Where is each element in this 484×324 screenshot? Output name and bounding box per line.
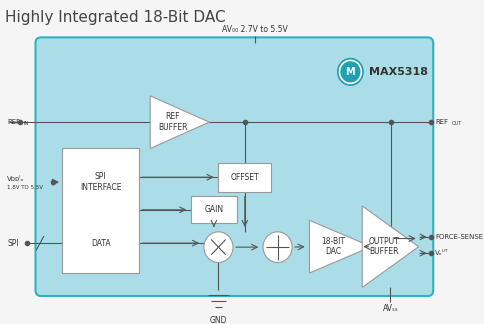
Text: SPI: SPI — [7, 239, 19, 248]
Text: GND: GND — [210, 316, 227, 324]
Text: M: M — [346, 67, 355, 77]
Text: AV₀₀ 2.7V to 5.5V: AV₀₀ 2.7V to 5.5V — [222, 26, 287, 34]
Text: Highly Integrated 18-Bit DAC: Highly Integrated 18-Bit DAC — [5, 10, 226, 25]
Text: REF: REF — [435, 119, 448, 125]
Circle shape — [263, 232, 292, 262]
Text: MAX5318: MAX5318 — [369, 67, 428, 77]
FancyBboxPatch shape — [62, 148, 139, 273]
Text: DATA: DATA — [91, 239, 110, 248]
Text: 1.8V TO 5.5V: 1.8V TO 5.5V — [7, 185, 43, 191]
Text: IN: IN — [24, 121, 29, 126]
Text: FORCE-SENSE: FORCE-SENSE — [435, 234, 483, 240]
Text: OUTPUT
BUFFER: OUTPUT BUFFER — [368, 237, 399, 256]
FancyBboxPatch shape — [218, 163, 271, 191]
Text: REF: REF — [7, 119, 20, 125]
FancyBboxPatch shape — [35, 37, 433, 296]
Polygon shape — [362, 206, 419, 287]
Circle shape — [204, 232, 233, 262]
Text: 18-BIT
DAC: 18-BIT DAC — [321, 237, 345, 256]
Text: SPI
INTERFACE: SPI INTERFACE — [80, 172, 121, 192]
Text: OFFSET: OFFSET — [230, 173, 259, 182]
Circle shape — [338, 58, 363, 85]
FancyBboxPatch shape — [191, 196, 237, 223]
Text: Vₒᵁᵀ: Vₒᵁᵀ — [435, 250, 449, 256]
Text: GAIN: GAIN — [204, 205, 224, 214]
Text: OUT: OUT — [452, 121, 462, 126]
Polygon shape — [309, 220, 371, 273]
Text: Vᴅᴅᴵₒ: Vᴅᴅᴵₒ — [7, 176, 25, 182]
Polygon shape — [150, 96, 210, 148]
Text: AVₛₛ: AVₛₛ — [382, 304, 398, 313]
Text: REF
BUFFER: REF BUFFER — [158, 112, 187, 132]
